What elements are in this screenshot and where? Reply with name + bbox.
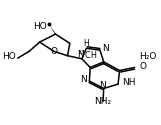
Text: HO: HO bbox=[33, 22, 47, 30]
Polygon shape bbox=[49, 24, 56, 34]
Text: HO: HO bbox=[2, 52, 15, 61]
Text: N: N bbox=[80, 75, 86, 84]
Text: N: N bbox=[102, 44, 109, 53]
Text: N: N bbox=[77, 50, 83, 59]
Text: H: H bbox=[83, 39, 89, 48]
Text: $^{13}$CH: $^{13}$CH bbox=[77, 49, 98, 61]
Text: H₂O: H₂O bbox=[139, 52, 156, 61]
Text: N: N bbox=[99, 81, 106, 90]
Text: O: O bbox=[139, 62, 146, 71]
Text: NH: NH bbox=[122, 78, 135, 87]
Text: NH₂: NH₂ bbox=[94, 97, 112, 106]
Text: O: O bbox=[50, 47, 57, 56]
